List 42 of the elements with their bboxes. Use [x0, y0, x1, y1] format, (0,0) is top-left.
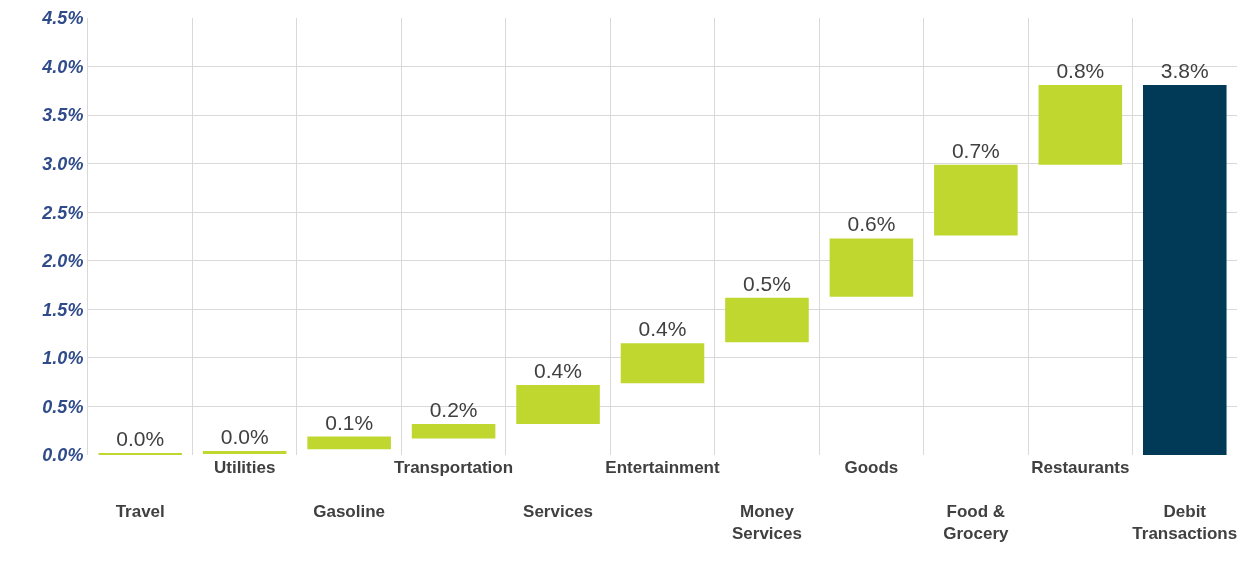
x-tick-label: Restaurants — [1031, 458, 1130, 477]
data-label: 0.4% — [534, 359, 582, 383]
data-label: 0.4% — [638, 317, 687, 341]
x-tick-label: Debit Transactions — [1132, 502, 1238, 544]
y-tick-label: 3.5% — [42, 105, 84, 126]
x-tick-label: Services — [523, 502, 594, 522]
x-tick-label: Entertainment — [605, 458, 720, 477]
data-label: 0.7% — [951, 138, 1000, 162]
y-tick-label: 1.0% — [42, 348, 84, 369]
y-tick-label: 4.5% — [41, 8, 84, 29]
y-tick-label: 0.0% — [42, 445, 84, 466]
x-tick-label: Food & Grocery — [943, 502, 1010, 544]
data-label: 0.0% — [220, 425, 269, 449]
x-tick-label: Utilities — [213, 458, 276, 477]
y-tick-label: 0.5% — [42, 396, 84, 417]
bar — [516, 385, 600, 424]
bar — [829, 238, 914, 297]
data-label: 3.8% — [1160, 59, 1209, 83]
y-tick-label: 4.0% — [41, 56, 84, 77]
bar — [202, 451, 287, 455]
y-tick-label: 2.5% — [41, 202, 84, 223]
data-label: 0.8% — [1056, 59, 1105, 83]
y-tick-label: 3.0% — [42, 153, 84, 174]
y-tick-label: 1.5% — [42, 299, 84, 320]
bar — [934, 164, 1018, 236]
bar — [725, 297, 809, 343]
x-tick-label: Goods — [844, 458, 899, 477]
x-tick-label: Transportation — [394, 458, 514, 477]
bar — [307, 436, 391, 450]
bar — [1038, 85, 1123, 165]
data-label: 0.1% — [325, 410, 374, 434]
bar — [411, 423, 496, 439]
x-tick-label: Gasoline — [313, 502, 386, 522]
data-label: 0.0% — [116, 427, 165, 450]
x-tick-label: Travel — [115, 502, 165, 522]
data-label: 0.6% — [847, 212, 896, 236]
y-tick-label: 2.0% — [41, 251, 84, 272]
bar — [1142, 85, 1227, 455]
data-label: 0.2% — [429, 397, 478, 421]
x-tick-label: Money Services — [731, 502, 802, 544]
data-label: 0.5% — [743, 271, 791, 295]
bar — [620, 343, 705, 384]
